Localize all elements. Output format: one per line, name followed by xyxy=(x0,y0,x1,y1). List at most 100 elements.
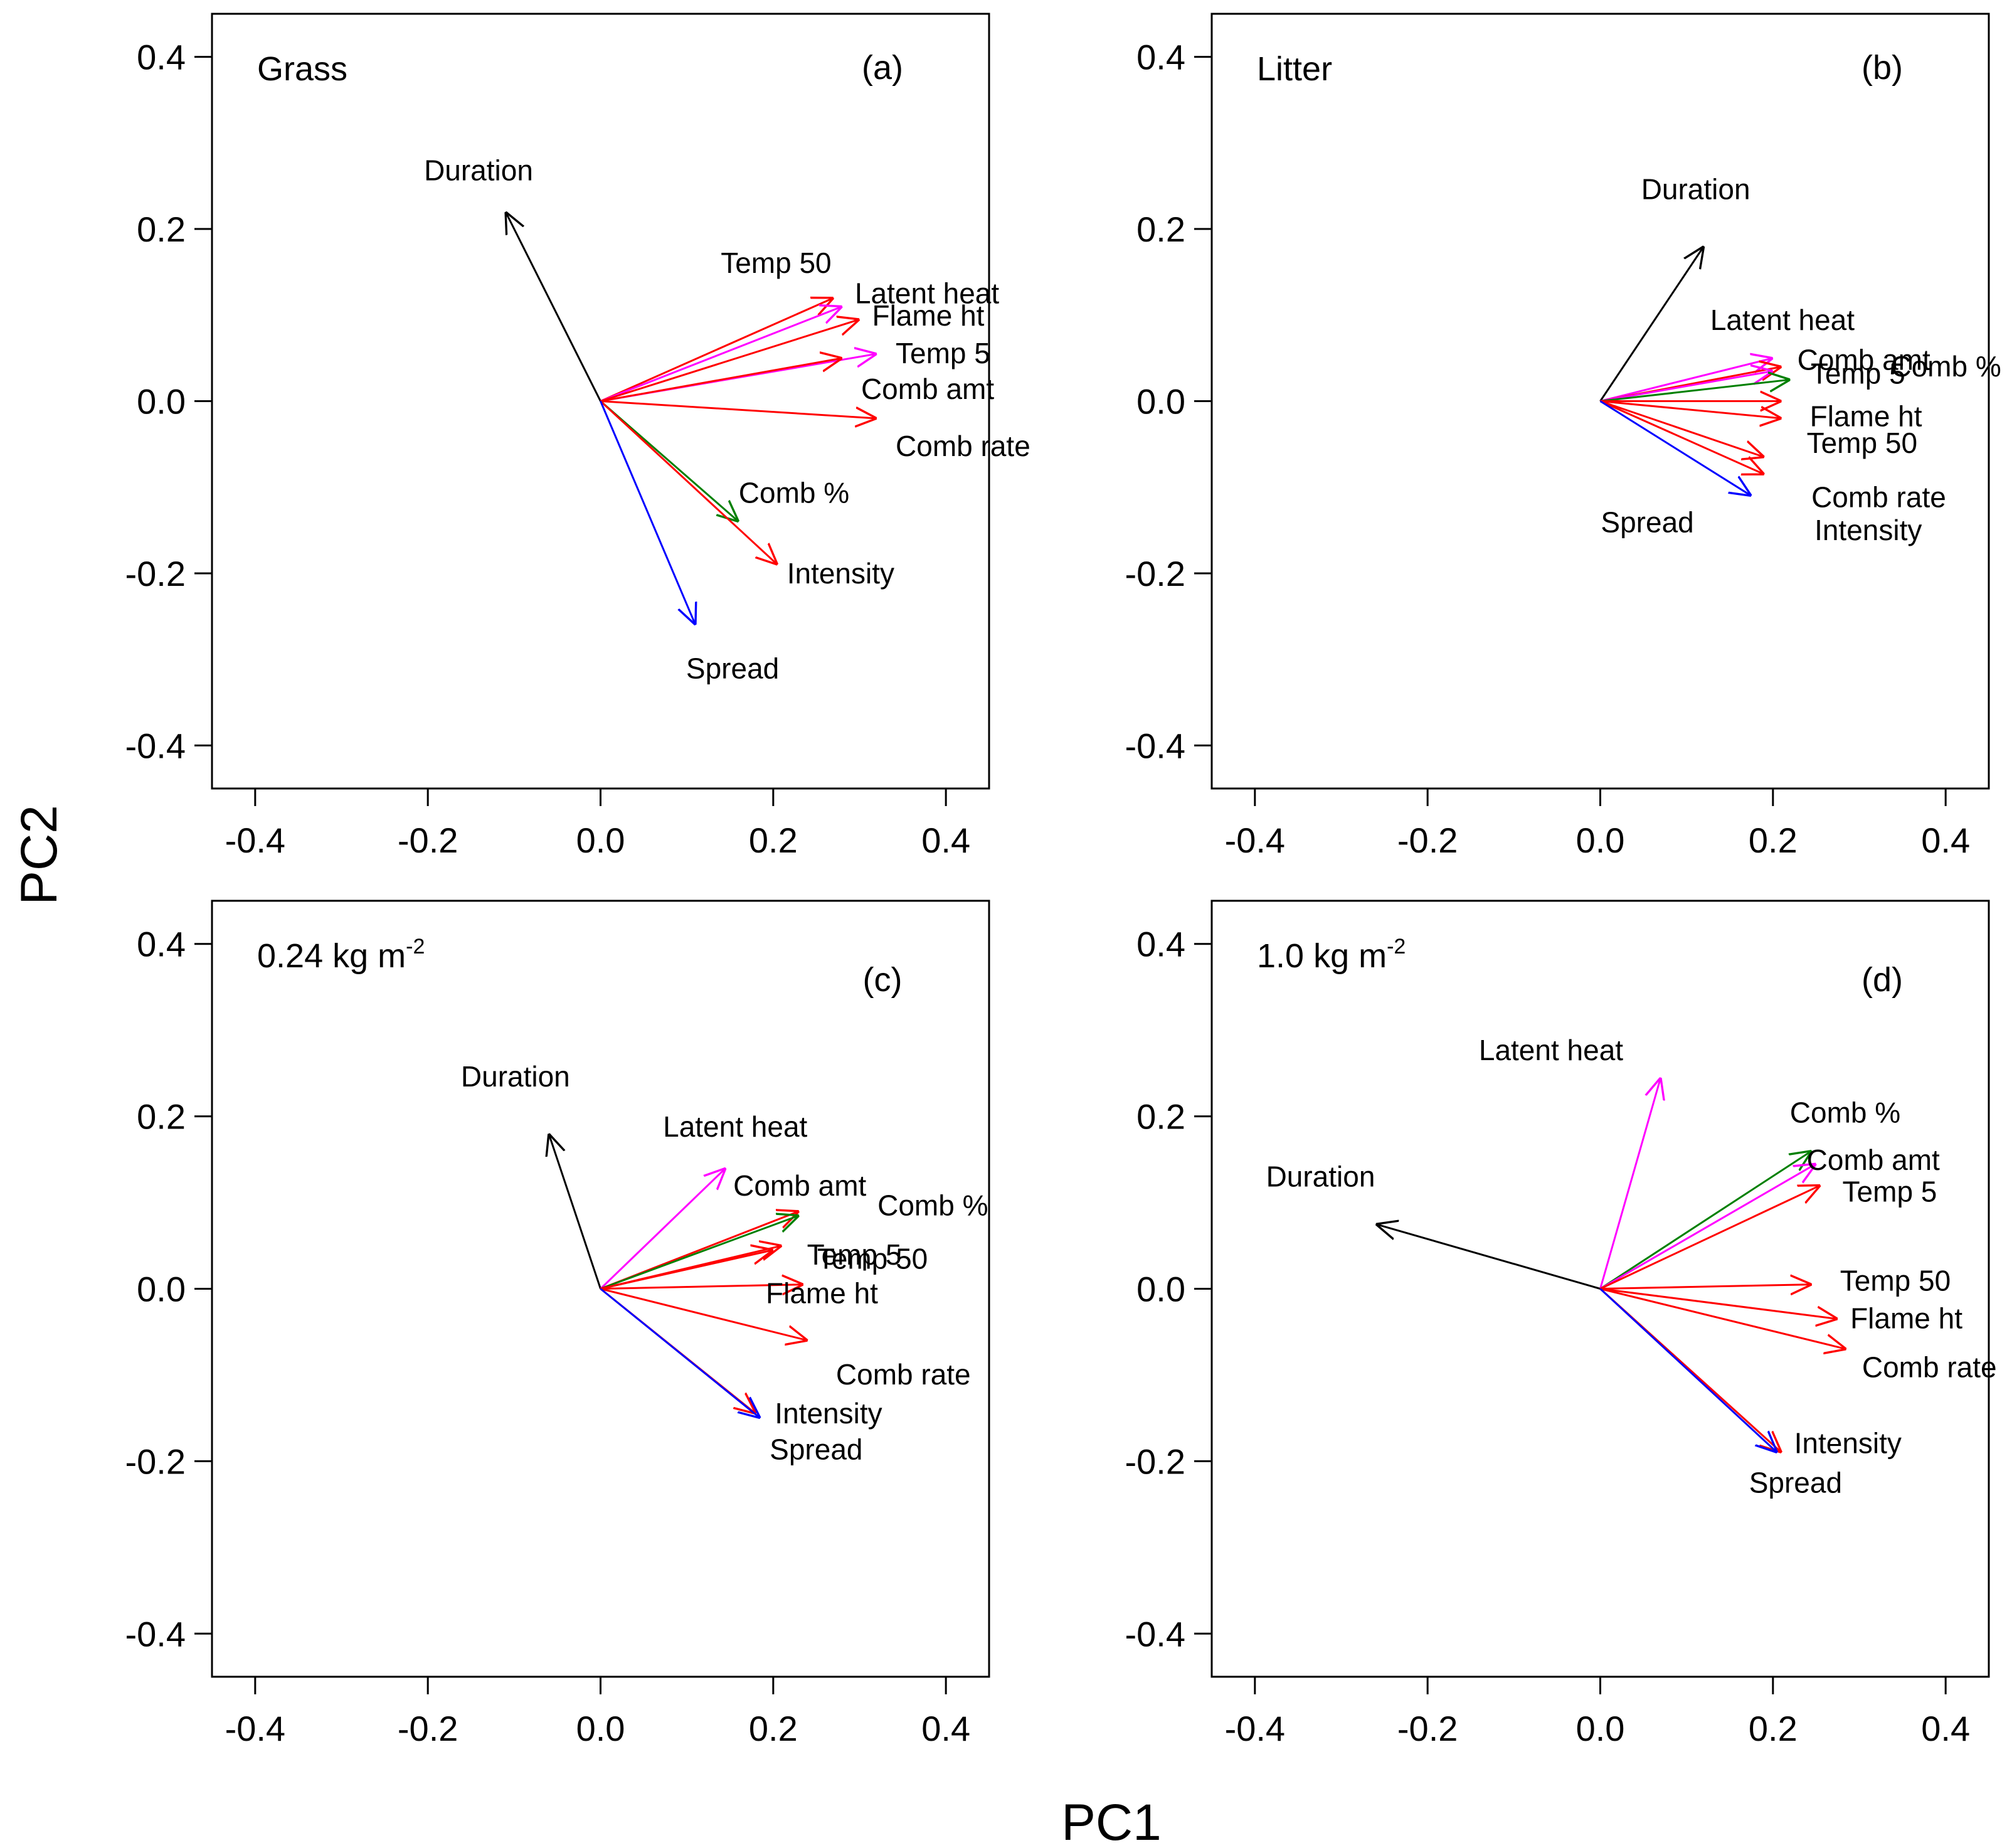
vector-comb-amt-arrow xyxy=(600,358,842,402)
y-tick-label: 0.2 xyxy=(137,1097,186,1137)
vector-label: Latent heat xyxy=(855,277,999,310)
vector-comb-rate-arrow xyxy=(1600,1288,1846,1349)
y-tick-label: 0.2 xyxy=(1136,210,1185,249)
y-tick-label: 0.0 xyxy=(137,1270,186,1309)
x-tick-label: -0.2 xyxy=(398,1709,458,1748)
vector-label: Comb rate xyxy=(836,1358,971,1391)
panel-title-superscript: -2 xyxy=(1387,935,1406,959)
vector-label: Comb rate xyxy=(1862,1351,1997,1384)
vector-label: Intensity xyxy=(1814,514,1922,546)
y-tick-label: -0.4 xyxy=(125,1614,186,1654)
vector-temp-5-arrow xyxy=(1599,1186,1821,1290)
vector-temp-50-arrow xyxy=(1600,400,1782,418)
vector-latent-heat-arrow xyxy=(600,307,842,402)
vector-duration-arrow xyxy=(549,1134,601,1289)
x-tick-label: -0.2 xyxy=(398,820,458,860)
y-tick-label: -0.4 xyxy=(125,726,186,765)
vector-label: Flame ht xyxy=(766,1277,878,1310)
vector-spread-arrow xyxy=(1599,400,1752,496)
vector-label: Latent heat xyxy=(1479,1034,1623,1066)
x-tick-label: 0.2 xyxy=(749,1709,798,1748)
vector-intensity-arrow xyxy=(1599,400,1765,475)
vector-spread-arrow xyxy=(600,400,696,625)
x-tick-label: 0.0 xyxy=(1576,1709,1625,1748)
vector-label: Flame ht xyxy=(1850,1302,1962,1335)
panel-title: Grass xyxy=(257,50,347,88)
vector-comb--arrow xyxy=(600,1216,800,1290)
vector-label: Latent heat xyxy=(663,1110,807,1143)
x-tick-label: 0.0 xyxy=(576,820,625,860)
panel-a: -0.4 -0.2 0.0 0.2 0.4 0.4 0.2 0.0 -0.2 -0.4 Grass (… xyxy=(125,13,1030,860)
vector-label: Comb % xyxy=(739,477,849,509)
vector-label: Temp 5 xyxy=(1811,357,1905,390)
x-tick-label: -0.4 xyxy=(1225,820,1286,860)
vector-label: Duration xyxy=(1266,1160,1375,1192)
vector-label: Temp 5 xyxy=(807,1238,902,1271)
panel-letter: (d) xyxy=(1861,961,1903,999)
panel-d: -0.4 -0.2 0.0 0.2 0.4 0.4 0.2 0.0 -0.2 -0.4 1.0 kg… xyxy=(1125,900,1997,1748)
y-tick-label: 0.0 xyxy=(1136,1270,1185,1309)
y-tick-label: 0.2 xyxy=(1136,1097,1185,1137)
vector-intensity-arrow xyxy=(600,400,778,565)
vector-label: Spread xyxy=(1749,1467,1842,1499)
vector-label: Spread xyxy=(1601,506,1693,538)
y-tick-label: 0.4 xyxy=(137,38,186,77)
x-tick-label: 0.4 xyxy=(1921,820,1970,860)
vector-label: Temp 5 xyxy=(896,337,990,369)
y-axis-title: PC2 xyxy=(11,805,68,905)
vector-flame-ht-arrow xyxy=(1600,1288,1838,1319)
vector-flame-ht-arrow xyxy=(600,319,860,402)
vector-label: Flame ht xyxy=(872,299,985,332)
vector-label: Duration xyxy=(424,154,533,187)
vector-label: Duration xyxy=(1641,173,1750,206)
x-tick-label: 0.4 xyxy=(921,1709,970,1748)
x-tick-label: -0.2 xyxy=(1397,820,1458,860)
x-tick-label: 0.2 xyxy=(1749,1709,1798,1748)
vector-label: Temp 50 xyxy=(817,1243,928,1275)
vector-comb-amt-arrow xyxy=(1599,1164,1816,1290)
vector-temp-50-arrow xyxy=(1600,1285,1812,1289)
vector-comb--arrow xyxy=(1599,1151,1812,1290)
vector-label: Intensity xyxy=(787,557,894,590)
vector-label: Comb % xyxy=(1890,350,2001,383)
vector-duration-arrow xyxy=(1599,247,1704,402)
y-tick-label: 0.0 xyxy=(1136,382,1185,422)
vector-latent-heat-arrow xyxy=(1599,1078,1661,1289)
vector-label: Temp 50 xyxy=(1840,1265,1951,1297)
vector-latent-heat-arrow xyxy=(600,1168,726,1290)
panel-c: -0.4 -0.2 0.0 0.2 0.4 0.4 0.2 0.0 -0.2 -0.4 0.24 k… xyxy=(125,900,990,1748)
vector-label: Spread xyxy=(686,652,779,684)
y-tick-label: -0.4 xyxy=(1125,726,1186,765)
vector-comb-rate-arrow xyxy=(600,1288,808,1341)
vector-temp-5-arrow xyxy=(1600,371,1773,402)
vector-label: Comb % xyxy=(877,1189,988,1222)
vector-label: Comb amt xyxy=(1807,1144,1940,1176)
x-tick-label: 0.2 xyxy=(1749,820,1798,860)
vector-spread-arrow xyxy=(600,1288,761,1418)
vector-label: Temp 5 xyxy=(1843,1176,1937,1208)
vector-comb--arrow xyxy=(1600,380,1791,402)
vector-label: Intensity xyxy=(1794,1427,1902,1460)
y-tick-label: -0.4 xyxy=(1125,1614,1186,1654)
panel-letter: (b) xyxy=(1861,49,1903,87)
vector-label: Duration xyxy=(461,1060,570,1093)
vector-comb-rate-arrow xyxy=(600,400,877,418)
y-tick-label: 0.4 xyxy=(1136,925,1185,964)
vector-label: Comb amt xyxy=(733,1169,866,1202)
x-tick-label: -0.4 xyxy=(225,820,286,860)
vector-comb-rate-arrow xyxy=(1600,400,1765,457)
panel-letter: (c) xyxy=(863,961,903,999)
y-tick-label: -0.2 xyxy=(125,1442,186,1481)
vector-label: Temp 50 xyxy=(1807,427,1917,459)
vector-temp-50-arrow xyxy=(600,298,834,402)
vector-label: Comb rate xyxy=(1811,481,1946,514)
panel-title-superscript: -2 xyxy=(406,935,425,959)
x-axis-title: PC1 xyxy=(1061,1794,1162,1848)
vector-duration-arrow xyxy=(506,212,601,402)
panel-title: Litter xyxy=(1257,50,1332,88)
vector-duration-arrow xyxy=(1376,1224,1601,1290)
y-tick-label: 0.4 xyxy=(1136,38,1185,77)
vector-label: Intensity xyxy=(775,1397,882,1430)
x-tick-label: 0.0 xyxy=(1576,820,1625,860)
